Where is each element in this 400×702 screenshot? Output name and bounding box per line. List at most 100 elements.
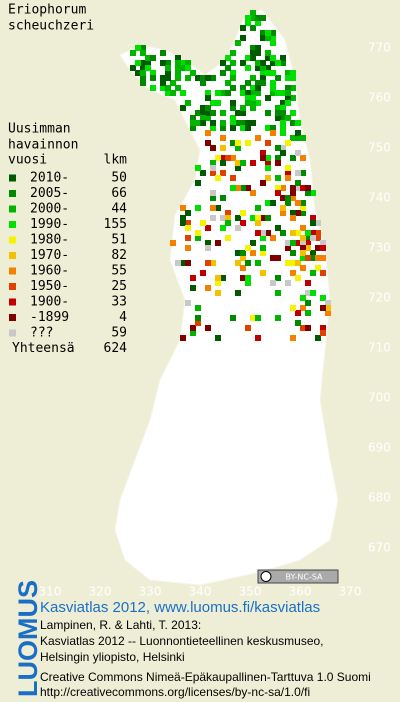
observation-square [270,90,276,96]
observation-square [230,155,236,161]
observation-square [210,215,216,221]
observation-square [255,315,261,321]
observation-square [275,225,281,231]
observation-square [205,260,211,266]
observation-square [260,60,266,66]
observation-square [240,105,246,111]
observation-square [225,55,231,61]
observation-square [245,140,251,146]
observation-square [260,155,266,161]
legend-label: 1950- [30,279,69,294]
observation-square [280,205,286,211]
observation-square [145,55,151,61]
observation-square [185,75,191,81]
observation-square [310,190,316,196]
observation-square [300,135,306,141]
observation-square [140,50,146,56]
observation-square [215,205,221,211]
observation-square [250,315,256,321]
observation-square [200,110,206,116]
observation-square [300,205,306,211]
observation-square [270,125,276,131]
observation-square [270,280,276,286]
observation-square [250,55,256,61]
observation-square [175,55,181,61]
observation-square [315,220,321,226]
observation-square [205,105,211,111]
observation-square [240,60,246,66]
observation-square [315,235,321,241]
observation-square [290,335,296,341]
observation-square [310,230,316,236]
observation-square [160,60,166,66]
observation-square [225,210,231,216]
observation-square [285,100,291,106]
observation-square [130,65,136,71]
legend-swatch [9,205,16,213]
observation-square [270,60,276,66]
observation-square [245,120,251,126]
observation-square [285,170,291,176]
observation-square [315,230,321,236]
legend-count: 82 [111,248,127,263]
observation-square [255,100,261,106]
y-grid-label: 770 [368,41,391,55]
observation-square [255,65,261,71]
observation-square [140,75,146,81]
observation-square [265,70,271,76]
observation-square [260,250,266,256]
observation-square [320,240,326,246]
observation-square [280,105,286,111]
x-grid-label: 370 [339,585,362,599]
observation-square [255,215,261,221]
observation-square [220,120,226,126]
observation-square [305,185,311,191]
observation-square [280,195,286,201]
observation-square [295,130,301,136]
observation-square [265,165,271,171]
observation-square [265,140,271,146]
observation-square [240,160,246,166]
title: Eriophorum [8,3,86,18]
observation-square [280,120,286,126]
observation-square [245,275,251,281]
x-grid-label: 360 [289,585,312,599]
observation-square [195,205,201,211]
observation-square [235,120,241,126]
legend-swatch [9,236,16,244]
observation-square [305,240,311,246]
observation-square [290,85,296,91]
y-grid-label: 740 [368,191,391,205]
observation-square [285,175,291,181]
observation-square [235,160,241,166]
observation-square [255,135,261,141]
observation-square [205,95,211,101]
x-grid-label: 320 [89,585,112,599]
observation-square [215,155,221,161]
observation-square [205,130,211,136]
observation-square [160,80,166,86]
observation-square [170,80,176,86]
observation-square [280,150,286,156]
observation-square [190,330,196,336]
observation-square [205,140,211,146]
observation-square [250,90,256,96]
observation-square [285,140,291,146]
observation-square [325,310,331,316]
observation-square [160,85,166,91]
observation-square [145,65,151,71]
observation-square [225,155,231,161]
legend-count: 44 [111,202,127,217]
y-grid-label: 670 [368,541,391,555]
title: scheuchzeri [8,19,94,34]
observation-square [210,170,216,176]
observation-square [230,185,236,191]
observation-square [230,100,236,106]
observation-square [260,235,266,241]
observation-square [295,320,301,326]
observation-square [230,125,236,131]
observation-square [255,335,261,341]
citation: Kasviatlas 2012 -- Luonnontieteellinen k… [40,634,324,648]
observation-square [205,75,211,81]
observation-square [285,165,291,171]
